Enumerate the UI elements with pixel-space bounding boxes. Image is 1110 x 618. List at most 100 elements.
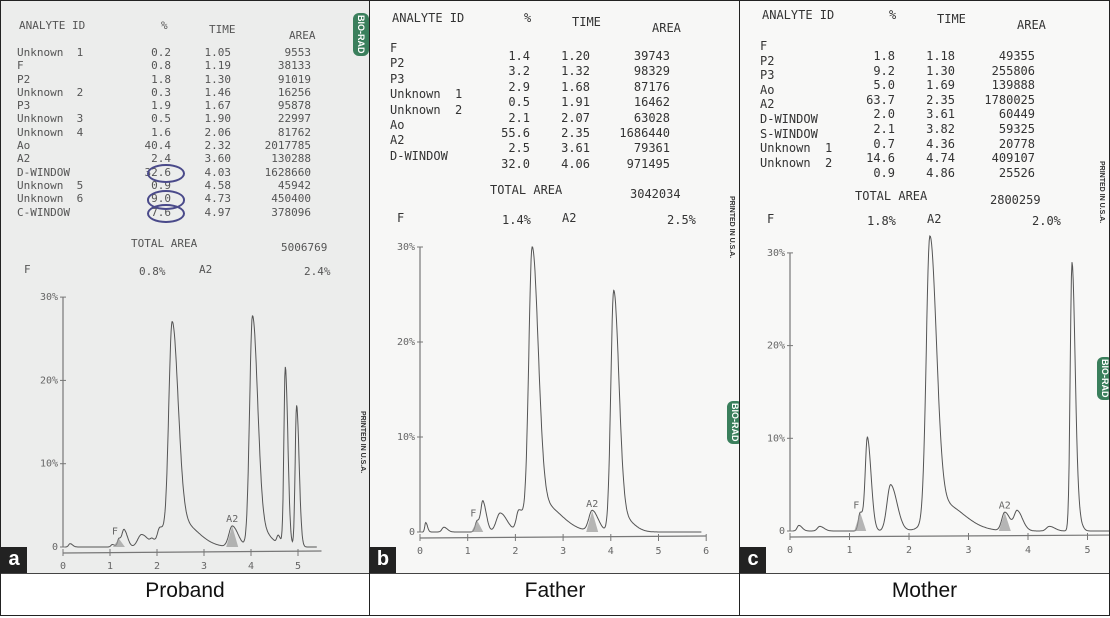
table-row: 0.5 1.91 16462	[470, 95, 670, 110]
table-row: 1.4 1.20 39743	[470, 49, 670, 64]
x-tick-label: 1	[465, 546, 471, 557]
chromatogram-trace	[422, 246, 702, 533]
cell-area: 1628660	[264, 165, 311, 179]
chromatogram-trace	[792, 235, 1109, 532]
brand-tag: BIO-RAD	[727, 401, 740, 444]
total-area-label: TOTAL AREA	[131, 237, 198, 250]
cell-time: 3.61	[926, 107, 955, 122]
panel-father: ANALYTE ID% TIME AREA F P2 P3 Unknown 1 Unknown…	[369, 0, 741, 616]
x-tick-label: 5	[655, 546, 661, 557]
header-pct: %	[161, 19, 168, 32]
cell-area: 450400	[271, 192, 311, 206]
analyte-label: A2	[760, 97, 775, 112]
cell-time: 1.30	[204, 72, 232, 86]
summary-a2-value: 2.5%	[667, 213, 696, 227]
cell-pct: 0.5	[508, 95, 530, 110]
table-row: 2.4 3.60 130288	[111, 152, 311, 165]
brand-tag: BIO-RAD	[353, 13, 369, 56]
cell-area: 2017785	[264, 139, 311, 153]
cell-pct: 0.7	[873, 136, 895, 151]
x-tick-label: 5	[1084, 545, 1090, 556]
cell-time: 1.20	[561, 49, 590, 63]
peak-label: F	[470, 509, 476, 520]
cell-time: 1.90	[204, 112, 232, 126]
cell-pct: 63.7	[866, 92, 895, 107]
analyte-label: P2	[760, 53, 775, 68]
table-row: 14.6 4.74 409107	[835, 151, 1035, 166]
cell-time: 3.61	[561, 141, 590, 156]
total-area-label: TOTAL AREA	[490, 183, 563, 197]
y-tick-label: 10%	[397, 432, 415, 443]
summary-f-label: F	[767, 212, 775, 226]
total-area-label: TOTAL AREA	[855, 189, 928, 203]
cell-pct: 1.4	[508, 49, 530, 63]
cell-time: 4.97	[204, 205, 232, 219]
header-pct: %	[524, 11, 532, 25]
x-tick-label: 1	[846, 545, 852, 556]
y-tick-label: 20%	[397, 337, 415, 348]
peak-label: F	[112, 527, 118, 538]
analyte-values: 1.8 1.18 49355 9.2 1.30 255806 5.0 1.69 139888 63…	[835, 49, 1035, 180]
cell-area: 22997	[277, 112, 311, 126]
analyte-label: P3	[390, 71, 405, 86]
summary-a2-value: 2.0%	[1032, 214, 1061, 228]
cell-pct: 2.5	[508, 141, 530, 156]
analyte-label: Ao	[390, 118, 405, 133]
cell-pct: 5.0	[873, 78, 895, 93]
table-row: 2.5 3.61 79361	[470, 141, 670, 156]
table-row: 0.8 1.19 38133	[111, 59, 311, 72]
cell-time: 4.86	[926, 165, 955, 180]
table-row: 0.9 4.58 45942	[111, 179, 311, 192]
analyte-label: Ao	[760, 82, 775, 97]
y-tick-label: 10%	[40, 459, 58, 470]
cell-pct: 1.6	[151, 125, 171, 139]
cell-time: 4.58	[204, 178, 232, 192]
y-tick-label: 30%	[767, 248, 785, 259]
shaded-peak	[854, 512, 867, 531]
analyte-label: D-WINDOW	[17, 165, 70, 179]
x-tick-label: 2	[906, 545, 912, 556]
cell-area: 971495	[626, 156, 670, 171]
y-tick-label: 30%	[397, 242, 415, 253]
analyte-label: Unknown 2	[17, 85, 84, 99]
cell-area: 39743	[633, 49, 670, 63]
cell-time: 1.69	[926, 78, 955, 93]
analyte-labels: Unknown 1 F P2 Unknown 2 P3 Unknown 3 Unknown …	[17, 46, 83, 219]
cell-time: 4.36	[926, 136, 955, 151]
cell-time: 1.91	[561, 95, 590, 110]
summary-f-value: 1.8%	[867, 214, 896, 228]
summary-f-value: 0.8%	[139, 265, 166, 278]
analyte-label: Unknown 3	[17, 112, 84, 126]
header-time: TIME	[209, 23, 236, 36]
cell-area: 16462	[633, 95, 670, 110]
panel-mother: ANALYTE ID% TIME AREA F P2 P3 Ao A2 D-WINDOW S-WI…	[739, 0, 1110, 616]
panel-proband: ANALYTE ID% TIME AREA Unknown 1 F P2 Unknown 2…	[0, 0, 370, 616]
analyte-label: Unknown 2	[390, 102, 463, 117]
cell-pct: 3.2	[508, 64, 530, 79]
cell-pct: 55.6	[501, 126, 530, 141]
analyte-label: Unknown 6	[17, 192, 84, 206]
cell-time: 3.82	[926, 121, 955, 136]
x-tick-label: 4	[608, 546, 614, 557]
panel-caption: Proband	[145, 579, 225, 602]
analyte-label: D-WINDOW	[760, 111, 818, 126]
analyte-label: Unknown 2	[760, 155, 833, 170]
cell-time: 2.35	[561, 126, 590, 141]
panel-letter: a	[1, 547, 27, 573]
analyte-label: Unknown 5	[17, 178, 84, 192]
analyte-label: F	[760, 39, 768, 53]
analyte-labels: F P2 P3 Unknown 1 Unknown 2 Ao A2 D-WINDOW	[390, 41, 462, 164]
analyte-label: F	[390, 41, 398, 55]
cell-area: 63028	[633, 110, 670, 125]
cell-time: 1.19	[204, 59, 232, 73]
table-row: 63.7 2.35 1780025	[835, 93, 1035, 108]
y-tick-label: 0	[409, 527, 415, 538]
table-row: 32.0 4.06 971495	[470, 157, 670, 172]
shaded-peak	[112, 538, 125, 547]
header-analyte: ANALYTE ID	[19, 19, 86, 32]
analyte-values: 1.4 1.20 39743 3.2 1.32 98329 2.9 1.68 87176 0.5 1…	[470, 49, 670, 172]
analyte-label: Unknown 1	[390, 87, 463, 102]
analyte-labels: F P2 P3 Ao A2 D-WINDOW S-WINDOW Unknown 1 Unknow…	[760, 39, 832, 170]
x-tick-label: 4	[248, 561, 254, 572]
analyte-label: A2	[17, 152, 31, 166]
